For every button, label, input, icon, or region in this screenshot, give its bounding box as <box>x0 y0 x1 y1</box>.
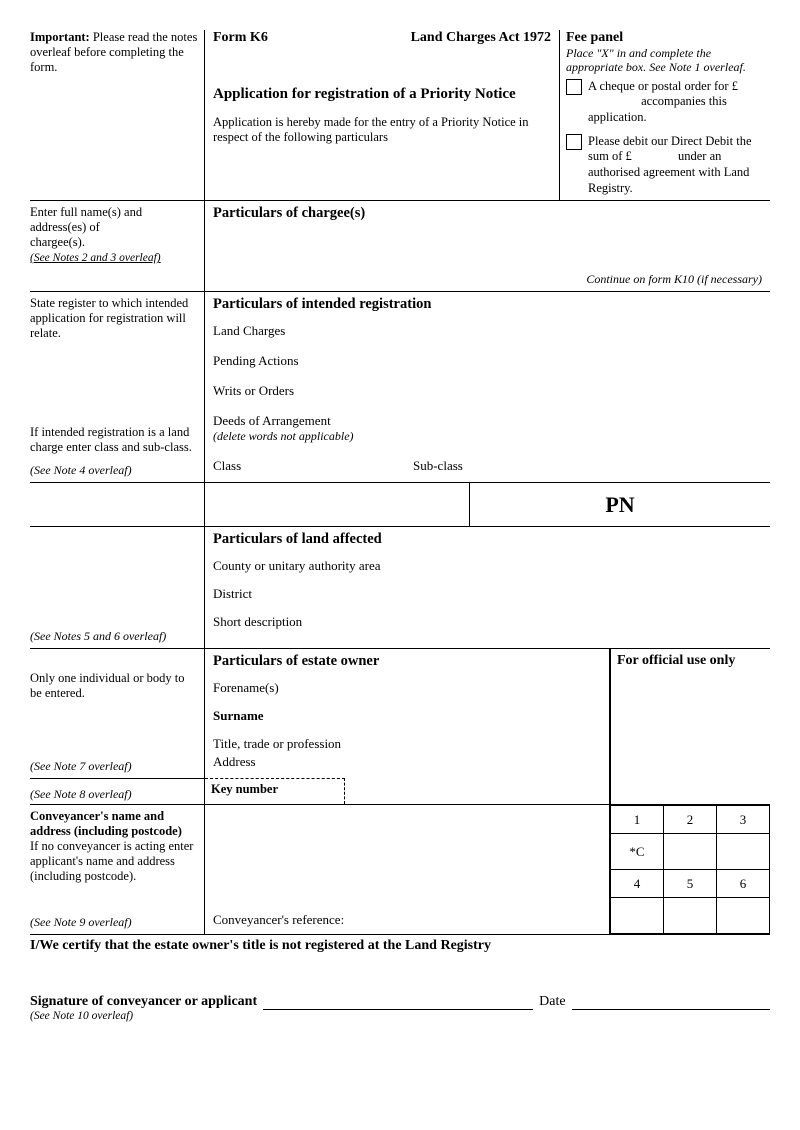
fee-opt2-a: Please debit our Direct Debit the sum of… <box>588 134 752 164</box>
conv-row: Conveyancer's name and address (includin… <box>30 804 770 934</box>
form-code: Form K6 <box>213 30 268 46</box>
chargee-side-1: Enter full name(s) and <box>30 205 198 220</box>
chargee-heading: Particulars of chargee(s) <box>213 205 762 222</box>
pn-row: PN <box>30 482 770 526</box>
estate-main: Particulars of estate owner Forename(s) … <box>205 649 610 778</box>
estate-side-1: Only one individual or body to be entere… <box>30 671 198 701</box>
key-number-box[interactable]: Key number <box>205 778 345 804</box>
key-row: (See Note 8 overleaf) Key number <box>30 778 770 804</box>
fee-opt1-b: accompanies this application. <box>588 94 727 124</box>
fee-instruction: Place "X" in and complete the appropriat… <box>566 46 764 75</box>
estate-title: Title, trade or profession <box>213 736 601 752</box>
land-heading: Particulars of land affected <box>213 531 762 548</box>
land-line-2: District <box>213 586 762 602</box>
conv-side: Conveyancer's name and address (includin… <box>30 805 205 934</box>
grid-cell: 3 <box>717 806 770 834</box>
intended-side: State register to which intended applica… <box>30 292 205 482</box>
conv-ref: Conveyancer's reference: <box>213 912 601 928</box>
official-use: For official use only <box>610 649 770 778</box>
grid-cell: 6 <box>717 870 770 898</box>
estate-heading: Particulars of estate owner <box>213 653 601 670</box>
key-official-spacer <box>610 778 770 804</box>
intended-side-2: If intended registration is a land charg… <box>30 425 198 455</box>
land-side: (See Notes 5 and 6 overleaf) <box>30 527 205 648</box>
land-main: Particulars of land affected County or u… <box>205 527 770 648</box>
grid-cell: 2 <box>664 806 717 834</box>
important-label: Important: <box>30 30 90 44</box>
pn-mid <box>205 483 470 526</box>
intended-line-2: Pending Actions <box>213 353 762 369</box>
intended-side-note: (See Note 4 overleaf) <box>30 463 198 478</box>
fee-option-2: Please debit our Direct Debit the sum of… <box>566 134 764 197</box>
fee-option-1: A cheque or postal order for £ accompani… <box>566 79 764 126</box>
conv-main: Conveyancer's reference: <box>205 805 610 934</box>
official-grid: 123 *C 456 <box>610 805 770 934</box>
key-main: Key number <box>205 778 610 804</box>
date-line[interactable] <box>572 1009 770 1010</box>
estate-side-note2: (See Note 8 overleaf) <box>30 787 132 802</box>
land-line-1: County or unitary authority area <box>213 558 762 574</box>
land-row: (See Notes 5 and 6 overleaf) Particulars… <box>30 526 770 648</box>
grid-cell: *C <box>611 834 664 870</box>
signature-label: Signature of conveyancer or applicant <box>30 994 257 1010</box>
signature-line[interactable] <box>263 1009 533 1010</box>
chargee-side: Enter full name(s) and address(es) of ch… <box>30 201 205 291</box>
grid-cell: 5 <box>664 870 717 898</box>
form-subtext: Application is hereby made for the entry… <box>213 115 551 145</box>
conv-side-note: (See Note 9 overleaf) <box>30 915 198 930</box>
chargee-main: Particulars of chargee(s) Continue on fo… <box>205 201 770 291</box>
conv-side-plain: If no conveyancer is acting enter applic… <box>30 839 198 884</box>
fee-opt1-a: A cheque or postal order for £ <box>588 79 738 93</box>
grid-cell <box>664 834 717 870</box>
land-line-3: Short description <box>213 614 762 630</box>
pn-label: PN <box>470 483 770 526</box>
class-label: Class <box>213 458 413 474</box>
official-grid-table: 123 *C 456 <box>610 805 770 934</box>
grid-cell <box>717 834 770 870</box>
intended-side-1: State register to which intended applica… <box>30 296 198 341</box>
estate-side-note1: (See Note 7 overleaf) <box>30 759 198 774</box>
fee-checkbox-2[interactable] <box>566 134 582 150</box>
intended-line-3: Writs or Orders <box>213 383 762 399</box>
fee-panel: Fee panel Place "X" in and complete the … <box>560 30 770 200</box>
estate-row: Only one individual or body to be entere… <box>30 648 770 778</box>
intended-main: Particulars of intended registration Lan… <box>205 292 770 482</box>
grid-cell <box>717 898 770 934</box>
cert-text: I/We certify that the estate owner's tit… <box>30 938 491 953</box>
chargee-continue: Continue on form K10 (if necessary) <box>213 272 762 287</box>
signature-note: (See Note 10 overleaf) <box>30 1010 770 1022</box>
conv-side-bold: Conveyancer's name and address (includin… <box>30 809 198 839</box>
estate-forename: Forename(s) <box>213 680 601 696</box>
intended-line-4-note: (delete words not applicable) <box>213 429 762 444</box>
land-side-note: (See Notes 5 and 6 overleaf) <box>30 629 198 644</box>
chargee-side-note: (See Notes 2 and 3 overleaf) <box>30 252 198 264</box>
estate-address: Address <box>213 754 601 770</box>
intended-line-1: Land Charges <box>213 323 762 339</box>
estate-side: Only one individual or body to be entere… <box>30 649 205 778</box>
pn-left <box>30 483 205 526</box>
chargee-side-3: chargee(s). <box>30 235 198 250</box>
estate-surname: Surname <box>213 708 601 724</box>
grid-cell: 4 <box>611 870 664 898</box>
signature-row: Signature of conveyancer or applicant Da… <box>30 994 770 1010</box>
fee-checkbox-1[interactable] <box>566 79 582 95</box>
act-name: Land Charges Act 1972 <box>411 30 551 46</box>
header-row: Important: Please read the notes overlea… <box>30 30 770 200</box>
important-note: Important: Please read the notes overlea… <box>30 30 205 200</box>
grid-cell <box>611 898 664 934</box>
cert-row: I/We certify that the estate owner's tit… <box>30 934 770 954</box>
fee-heading: Fee panel <box>566 30 764 46</box>
intended-row: State register to which intended applica… <box>30 291 770 482</box>
chargee-side-2: address(es) of <box>30 220 198 235</box>
subclass-label: Sub-class <box>413 458 463 474</box>
date-label: Date <box>539 994 565 1010</box>
intended-heading: Particulars of intended registration <box>213 296 762 313</box>
chargee-row: Enter full name(s) and address(es) of ch… <box>30 200 770 291</box>
grid-cell: 1 <box>611 806 664 834</box>
intended-line-4: Deeds of Arrangement <box>213 413 762 429</box>
form-title-block: Form K6 Land Charges Act 1972 Applicatio… <box>205 30 560 200</box>
form-title: Application for registration of a Priori… <box>213 86 551 103</box>
grid-cell <box>664 898 717 934</box>
key-side: (See Note 8 overleaf) <box>30 778 205 804</box>
